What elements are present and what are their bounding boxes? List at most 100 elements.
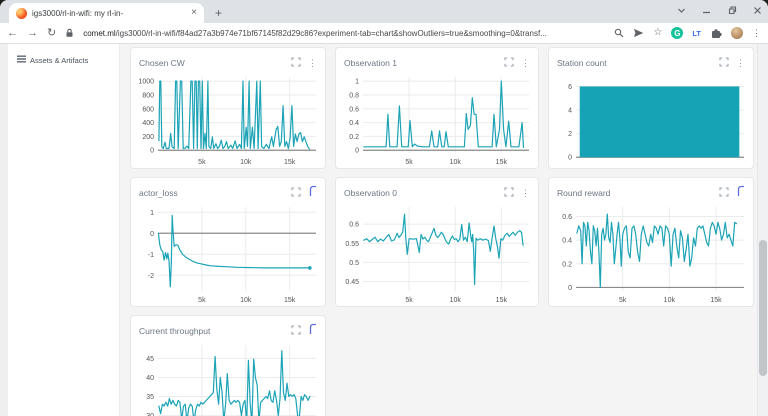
svg-text:10k: 10k — [450, 297, 462, 304]
svg-text:-2: -2 — [148, 273, 154, 280]
expand-icon[interactable] — [291, 322, 301, 340]
svg-text:0.45: 0.45 — [345, 279, 359, 286]
svg-text:40: 40 — [146, 375, 154, 382]
extensions-puzzle-icon[interactable] — [710, 27, 722, 39]
charts-grid: Chosen CW ⋮ 0 200 400 600 800 1000 5k 10k 15k Ob… — [120, 44, 757, 416]
chart-title: Station count — [557, 58, 607, 68]
close-button[interactable] — [753, 6, 762, 15]
forward-button[interactable]: → — [27, 26, 38, 39]
chart-plot[interactable]: 0.45 0.5 0.55 0.6 5k 10k 15k — [336, 202, 538, 306]
svg-text:30: 30 — [146, 413, 154, 416]
reload-button[interactable]: ↻ — [47, 26, 57, 39]
expand-icon[interactable] — [719, 54, 729, 72]
svg-text:15k: 15k — [710, 297, 722, 304]
url-path: /igs3000/rl-in-wifi/f84ad27a3b974e71bf67… — [115, 28, 547, 38]
grammarly-extension-icon[interactable]: G — [671, 27, 684, 39]
expand-icon[interactable] — [291, 184, 301, 202]
chart-card-station-count: Station count ⋮ 0 2 4 6 — [548, 47, 754, 169]
svg-text:15k: 15k — [496, 159, 508, 166]
expand-icon[interactable] — [504, 184, 514, 202]
sidebar: Assets & Artifacts — [8, 44, 120, 416]
scrollbar-thumb[interactable] — [759, 240, 767, 376]
svg-text:5k: 5k — [405, 297, 413, 304]
chart-card-observation-1: Observation 1 ⋮ 0 0.2 0.4 0.6 0.8 1 5k 10k 15k — [335, 47, 539, 169]
svg-text:0.8: 0.8 — [349, 92, 359, 99]
svg-text:800: 800 — [142, 92, 154, 99]
tab-close-icon[interactable]: × — [191, 7, 197, 18]
expand-icon[interactable] — [291, 54, 301, 72]
chart-title: Observation 1 — [344, 58, 397, 68]
languagetool-extension-icon[interactable]: LT — [692, 28, 701, 38]
chart-title: Observation 0 — [344, 188, 397, 198]
svg-text:1000: 1000 — [138, 79, 154, 86]
chart-plot[interactable]: 0 2 4 6 — [549, 72, 753, 168]
minimize-button[interactable] — [702, 6, 711, 15]
chart-plot[interactable]: 0 200 400 600 800 1000 5k 10k 15k — [131, 72, 325, 168]
chart-menu-icon[interactable]: ⋮ — [521, 57, 530, 68]
chart-menu-icon[interactable]: ⋮ — [736, 57, 745, 68]
window-menu-chevron-icon[interactable] — [677, 6, 686, 15]
svg-text:1: 1 — [355, 79, 359, 86]
tab-strip: igs3000/rl-in-wifi: my rl-in- × + — [0, 0, 768, 23]
svg-text:0: 0 — [568, 155, 572, 162]
svg-text:10k: 10k — [664, 297, 676, 304]
comet-favicon-icon — [16, 7, 27, 19]
url-domain: comet.ml — [83, 28, 116, 38]
address-bar[interactable]: comet.ml/igs3000/rl-in-wifi/f84ad27a3b97… — [83, 29, 605, 38]
svg-text:45: 45 — [146, 356, 154, 363]
restore-button[interactable] — [727, 5, 737, 15]
svg-text:10k: 10k — [240, 297, 252, 304]
tab-title: igs3000/rl-in-wifi: my rl-in- — [32, 8, 124, 18]
browser-tab[interactable]: igs3000/rl-in-wifi: my rl-in- × — [9, 3, 204, 23]
browser-toolbar: ← → ↻ comet.ml/igs3000/rl-in-wifi/f84ad2… — [0, 23, 768, 44]
list-icon — [17, 55, 26, 65]
expand-icon[interactable] — [504, 54, 514, 72]
svg-text:15k: 15k — [284, 159, 296, 166]
svg-text:0: 0 — [355, 148, 359, 155]
send-to-device-icon[interactable] — [633, 28, 644, 38]
chart-menu-icon[interactable]: ⋮ — [308, 57, 317, 68]
svg-text:15k: 15k — [284, 297, 296, 304]
svg-text:0.55: 0.55 — [345, 241, 359, 248]
svg-text:0: 0 — [150, 148, 154, 155]
chart-curve-icon[interactable] — [308, 184, 317, 202]
chart-plot[interactable]: 303540455k10k15k — [131, 340, 325, 416]
svg-text:5k: 5k — [198, 297, 206, 304]
svg-text:0.6: 0.6 — [562, 214, 572, 221]
left-edge-gutter — [0, 44, 8, 416]
zoom-icon[interactable] — [614, 28, 624, 38]
svg-text:5k: 5k — [198, 159, 206, 166]
back-button[interactable]: ← — [7, 26, 18, 39]
svg-text:600: 600 — [142, 106, 154, 113]
svg-text:15k: 15k — [496, 297, 508, 304]
chart-curve-icon[interactable] — [736, 184, 745, 202]
svg-text:0.5: 0.5 — [349, 260, 359, 267]
browser-menu-icon[interactable]: ⋮ — [752, 27, 761, 38]
svg-text:10k: 10k — [240, 159, 252, 166]
bookmark-star-icon[interactable]: ☆ — [653, 27, 663, 38]
new-tab-button[interactable]: + — [214, 5, 222, 20]
window-controls — [677, 3, 762, 17]
svg-text:4: 4 — [568, 108, 572, 115]
chart-curve-icon[interactable] — [308, 322, 317, 340]
chart-card-observation-0: Observation 0 ⋮ 0.45 0.5 0.55 0.6 5k 10k 15k — [335, 177, 539, 307]
lock-icon[interactable] — [65, 28, 74, 38]
chart-plot[interactable]: 0 0.2 0.4 0.6 0.8 1 5k 10k 15k — [336, 72, 538, 168]
svg-text:0.2: 0.2 — [349, 134, 359, 141]
page-scrollbar[interactable] — [757, 44, 768, 416]
svg-text:0.2: 0.2 — [562, 261, 572, 268]
profile-avatar[interactable] — [731, 27, 743, 39]
svg-text:-1: -1 — [148, 252, 154, 259]
svg-text:0.4: 0.4 — [562, 238, 572, 245]
page-body: Assets & Artifacts Chosen CW ⋮ 0 200 400 60… — [0, 44, 768, 416]
svg-text:0: 0 — [150, 231, 154, 238]
expand-icon[interactable] — [719, 184, 729, 202]
chart-card-chosen-cw: Chosen CW ⋮ 0 200 400 600 800 1000 5k 10k 15k — [130, 47, 326, 169]
sidebar-item-assets-artifacts[interactable]: Assets & Artifacts — [8, 55, 119, 65]
chart-plot[interactable]: -2 -1 0 1 5k 10k 15k — [131, 202, 325, 306]
chart-plot[interactable]: 0 0.2 0.4 0.6 5k 10k 15k — [549, 202, 753, 306]
chart-menu-icon[interactable]: ⋮ — [521, 187, 530, 198]
